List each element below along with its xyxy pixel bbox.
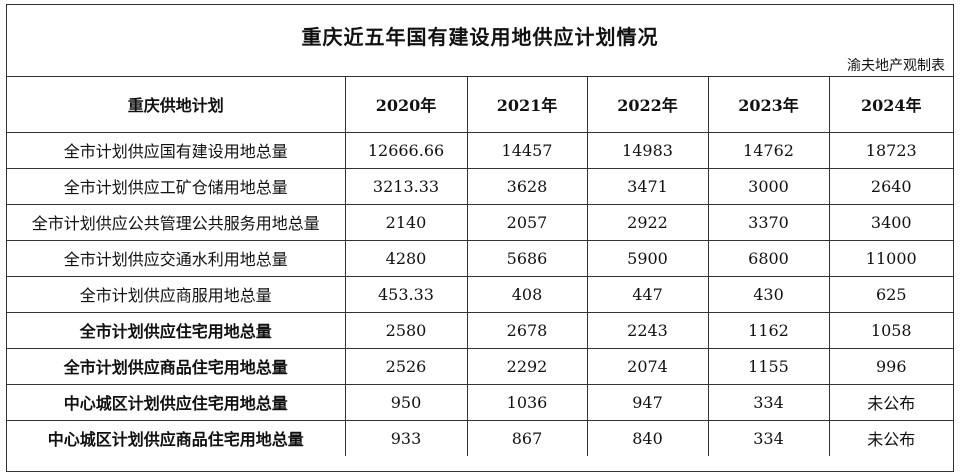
table-row: 全市计划供应商服用地总量 453.33 408 447 430 625 [7, 275, 953, 313]
credit-label: 渝夫地产观制表 [847, 58, 945, 74]
value-cell: 334 [707, 419, 830, 456]
row-label: 中心城区计划供应商品住宅用地总量 [7, 419, 346, 456]
value-cell: 1155 [707, 347, 830, 385]
value-cell: 3628 [466, 167, 588, 205]
value-cell: 334 [707, 383, 830, 421]
value-cell: 947 [586, 383, 709, 421]
value-cell: 2243 [586, 311, 709, 349]
value-cell: 3000 [707, 167, 830, 205]
value-cell: 3213.33 [344, 167, 468, 205]
value-cell: 950 [344, 383, 468, 421]
row-label: 全市计划供应工矿仓储用地总量 [7, 167, 346, 205]
value-cell: 3471 [586, 167, 709, 205]
row-label: 全市计划供应商服用地总量 [7, 275, 346, 313]
value-cell: 430 [707, 275, 830, 313]
value-cell: 447 [586, 275, 709, 313]
value-cell: 3400 [828, 203, 953, 241]
year-header-2022: 2022年 [586, 76, 709, 133]
table-body: 全市计划供应国有建设用地总量 12666.66 14457 14983 14762 187… [7, 132, 953, 456]
value-cell: 867 [466, 419, 588, 456]
value-cell: 3370 [707, 203, 830, 241]
header-row: 重庆供地计划 2020年 2021年 2022年 2023年 2024年 [7, 76, 953, 133]
value-cell: 5900 [586, 239, 709, 277]
value-cell: 840 [586, 419, 709, 456]
value-cell: 2140 [344, 203, 468, 241]
value-cell: 2922 [586, 203, 709, 241]
data-table: 重庆供地计划 2020年 2021年 2022年 2023年 2024年 全市计… [7, 76, 953, 456]
year-header-2021: 2021年 [466, 76, 588, 133]
value-cell: 14762 [707, 132, 830, 169]
value-cell: 5686 [466, 239, 588, 277]
value-cell: 408 [466, 275, 588, 313]
table-row: 中心城区计划供应商品住宅用地总量 933 867 840 334 未公布 [7, 419, 953, 456]
row-label: 全市计划供应商品住宅用地总量 [7, 347, 346, 385]
value-cell: 2580 [344, 311, 468, 349]
table-row: 中心城区计划供应住宅用地总量 950 1036 947 334 未公布 [7, 383, 953, 421]
table-row: 全市计划供应商品住宅用地总量 2526 2292 2074 1155 996 [7, 347, 953, 385]
row-label: 中心城区计划供应住宅用地总量 [7, 383, 346, 421]
value-cell: 625 [828, 275, 953, 313]
value-cell: 996 [828, 347, 953, 385]
value-cell: 12666.66 [344, 132, 468, 169]
value-cell: 2074 [586, 347, 709, 385]
value-cell: 1058 [828, 311, 953, 349]
value-cell: 2640 [828, 167, 953, 205]
value-cell: 1036 [466, 383, 588, 421]
row-label: 全市计划供应住宅用地总量 [7, 311, 346, 349]
value-cell: 6800 [707, 239, 830, 277]
year-header-2023: 2023年 [707, 76, 830, 133]
value-cell: 2292 [466, 347, 588, 385]
row-label: 全市计划供应交通水利用地总量 [7, 239, 346, 277]
year-header-2024: 2024年 [828, 76, 953, 133]
value-cell: 2057 [466, 203, 588, 241]
value-cell: 1162 [707, 311, 830, 349]
table-row: 全市计划供应国有建设用地总量 12666.66 14457 14983 14762 187… [7, 132, 953, 169]
row-label: 全市计划供应公共管理公共服务用地总量 [7, 203, 346, 241]
value-cell: 未公布 [828, 419, 953, 456]
value-cell: 14457 [466, 132, 588, 169]
table-row: 全市计划供应住宅用地总量 2580 2678 2243 1162 1058 [7, 311, 953, 349]
row-label: 全市计划供应国有建设用地总量 [7, 132, 346, 169]
value-cell: 未公布 [828, 383, 953, 421]
value-cell: 2678 [466, 311, 588, 349]
title-area: 重庆近五年国有建设用地供应计划情况 渝夫地产观制表 [7, 5, 953, 77]
year-header-2020: 2020年 [344, 76, 468, 133]
value-cell: 18723 [828, 132, 953, 169]
corner-header: 重庆供地计划 [7, 76, 346, 133]
value-cell: 2526 [344, 347, 468, 385]
page-title: 重庆近五年国有建设用地供应计划情况 [301, 25, 659, 49]
value-cell: 14983 [586, 132, 709, 169]
value-cell: 11000 [828, 239, 953, 277]
value-cell: 453.33 [344, 275, 468, 313]
value-cell: 4280 [344, 239, 468, 277]
table-row: 全市计划供应交通水利用地总量 4280 5686 5900 6800 11000 [7, 239, 953, 277]
table-frame: 重庆近五年国有建设用地供应计划情况 渝夫地产观制表 重庆供地计划 2020年 2… [6, 4, 954, 472]
value-cell: 933 [344, 419, 468, 456]
table-row: 全市计划供应工矿仓储用地总量 3213.33 3628 3471 3000 2640 [7, 167, 953, 205]
table-row: 全市计划供应公共管理公共服务用地总量 2140 2057 2922 3370 3400 [7, 203, 953, 241]
